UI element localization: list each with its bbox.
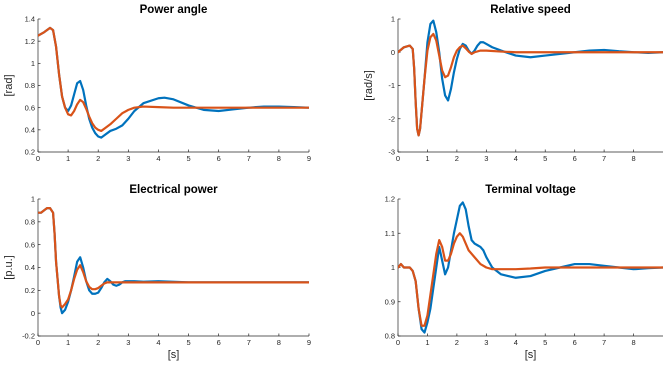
terminal-voltage-series-2-line	[398, 232, 663, 327]
terminal-voltage-y-tick-label: 0.9	[385, 297, 395, 306]
power-angle-x-tick-label: 7	[247, 154, 251, 163]
electrical-power-y-label: [p.u.]	[3, 255, 15, 279]
terminal-voltage-x-tick-label: 3	[484, 338, 488, 347]
terminal-voltage-x-tick-label: 2	[455, 338, 459, 347]
power-angle-x-tick-label: 8	[277, 154, 281, 163]
electrical-power-x-tick-label: 3	[126, 338, 130, 347]
power-angle-x-tick-label: 1	[66, 154, 70, 163]
relative-speed-chart: 0 1 2 3 4 5 6 7 8 -3 -2 -1 0 1 Relative speed [rad/s]	[363, 4, 663, 163]
electrical-power-x-tick-label: 1	[66, 338, 70, 347]
terminal-voltage-y-tick-label: 1.2	[385, 195, 395, 204]
power-angle-x-tick-label: 6	[217, 154, 221, 163]
relative-speed-y-tick-label: -1	[388, 81, 395, 90]
power-angle-x-tick-label: 2	[96, 154, 100, 163]
relative-speed-y-tick-label: 0	[391, 48, 395, 57]
terminal-voltage-x-tick-label: 8	[631, 338, 635, 347]
power-angle-y-tick-label: 0.4	[25, 125, 35, 134]
terminal-voltage-y-tick-label: 1	[391, 263, 395, 272]
power-angle-title: Power angle	[140, 4, 208, 16]
power-angle-x-tick-label: 5	[186, 154, 190, 163]
electrical-power-x-label: [s]	[168, 349, 180, 361]
terminal-voltage-x-tick-label: 4	[514, 338, 518, 347]
relative-speed-x-tick-label: 1	[425, 154, 429, 163]
power-angle-y-tick-label: 1.4	[25, 15, 35, 24]
terminal-voltage-x-tick-label: 5	[543, 338, 547, 347]
terminal-voltage-x-tick-label: 0	[396, 338, 400, 347]
electrical-power-x-tick-label: 6	[217, 338, 221, 347]
electrical-power-x-tick-label: 4	[156, 338, 160, 347]
relative-speed-x-tick-label: 0	[396, 154, 400, 163]
terminal-voltage-x-tick-label: 1	[425, 338, 429, 347]
power-angle-x-tick-label: 0	[36, 154, 40, 163]
power-angle-y-tick-label: 0.8	[25, 81, 35, 90]
electrical-power-title: Electrical power	[129, 184, 218, 196]
electrical-power-y-tick-label: 0.8	[25, 217, 35, 226]
relative-speed-x-tick-label: 7	[602, 154, 606, 163]
relative-speed-y-label: [rad/s]	[363, 70, 375, 101]
electrical-power-x-tick-label: 0	[36, 338, 40, 347]
electrical-power-y-tick-label: 1	[31, 195, 35, 204]
terminal-voltage-y-tick-label: 0.8	[385, 332, 395, 341]
relative-speed-x-tick-label: 5	[543, 154, 547, 163]
power-angle-chart: 0 1 2 3 4 5 6 7 8 9 0.2 0.4 0.6 0.8 1 1.2 1.4 Power angle…	[3, 4, 311, 163]
terminal-voltage-chart: 0 1 2 3 4 5 6 7 8 0.8 0.9 1 1.1 1.2 Terminal voltage [s…	[385, 184, 663, 361]
electrical-power-x-tick-label: 9	[307, 338, 311, 347]
electrical-power-series-2-line	[38, 207, 309, 309]
relative-speed-series-2-line	[398, 32, 663, 137]
terminal-voltage-x-label: [s]	[525, 349, 537, 361]
power-angle-x-tick-label: 3	[126, 154, 130, 163]
terminal-voltage-x-tick-label: 7	[602, 338, 606, 347]
electrical-power-x-tick-label: 2	[96, 338, 100, 347]
electrical-power-x-tick-label: 7	[247, 338, 251, 347]
electrical-power-y-tick-label: 0.2	[25, 286, 35, 295]
power-angle-series-2-line	[38, 26, 309, 133]
relative-speed-x-tick-label: 4	[514, 154, 518, 163]
relative-speed-x-tick-label: 6	[573, 154, 577, 163]
electrical-power-y-tick-label: 0.6	[25, 240, 35, 249]
power-angle-x-tick-label: 4	[156, 154, 160, 163]
electrical-power-y-tick-label: 0.4	[25, 263, 35, 272]
power-angle-y-tick-label: 1.2	[25, 37, 35, 46]
power-angle-y-tick-label: 0.2	[25, 148, 35, 157]
relative-speed-x-tick-label: 8	[631, 154, 635, 163]
relative-speed-y-tick-label: -3	[388, 148, 395, 157]
electrical-power-y-tick-label: 0	[31, 309, 35, 318]
electrical-power-x-tick-label: 5	[186, 338, 190, 347]
terminal-voltage-y-tick-label: 1.1	[385, 229, 395, 238]
relative-speed-title: Relative speed	[490, 4, 571, 16]
relative-speed-y-tick-label: -2	[388, 114, 395, 123]
power-angle-y-label: [rad]	[3, 74, 15, 96]
electrical-power-x-tick-label: 8	[277, 338, 281, 347]
power-angle-y-tick-label: 0.6	[25, 103, 35, 112]
relative-speed-x-tick-label: 2	[455, 154, 459, 163]
terminal-voltage-title: Terminal voltage	[485, 184, 576, 196]
power-angle-y-tick-label: 1	[31, 59, 35, 68]
relative-speed-y-tick-label: 1	[391, 15, 395, 24]
terminal-voltage-x-tick-label: 6	[573, 338, 577, 347]
power-angle-x-tick-label: 9	[307, 154, 311, 163]
electrical-power-y-tick-label: -0.2	[22, 332, 35, 341]
relative-speed-x-tick-label: 3	[484, 154, 488, 163]
